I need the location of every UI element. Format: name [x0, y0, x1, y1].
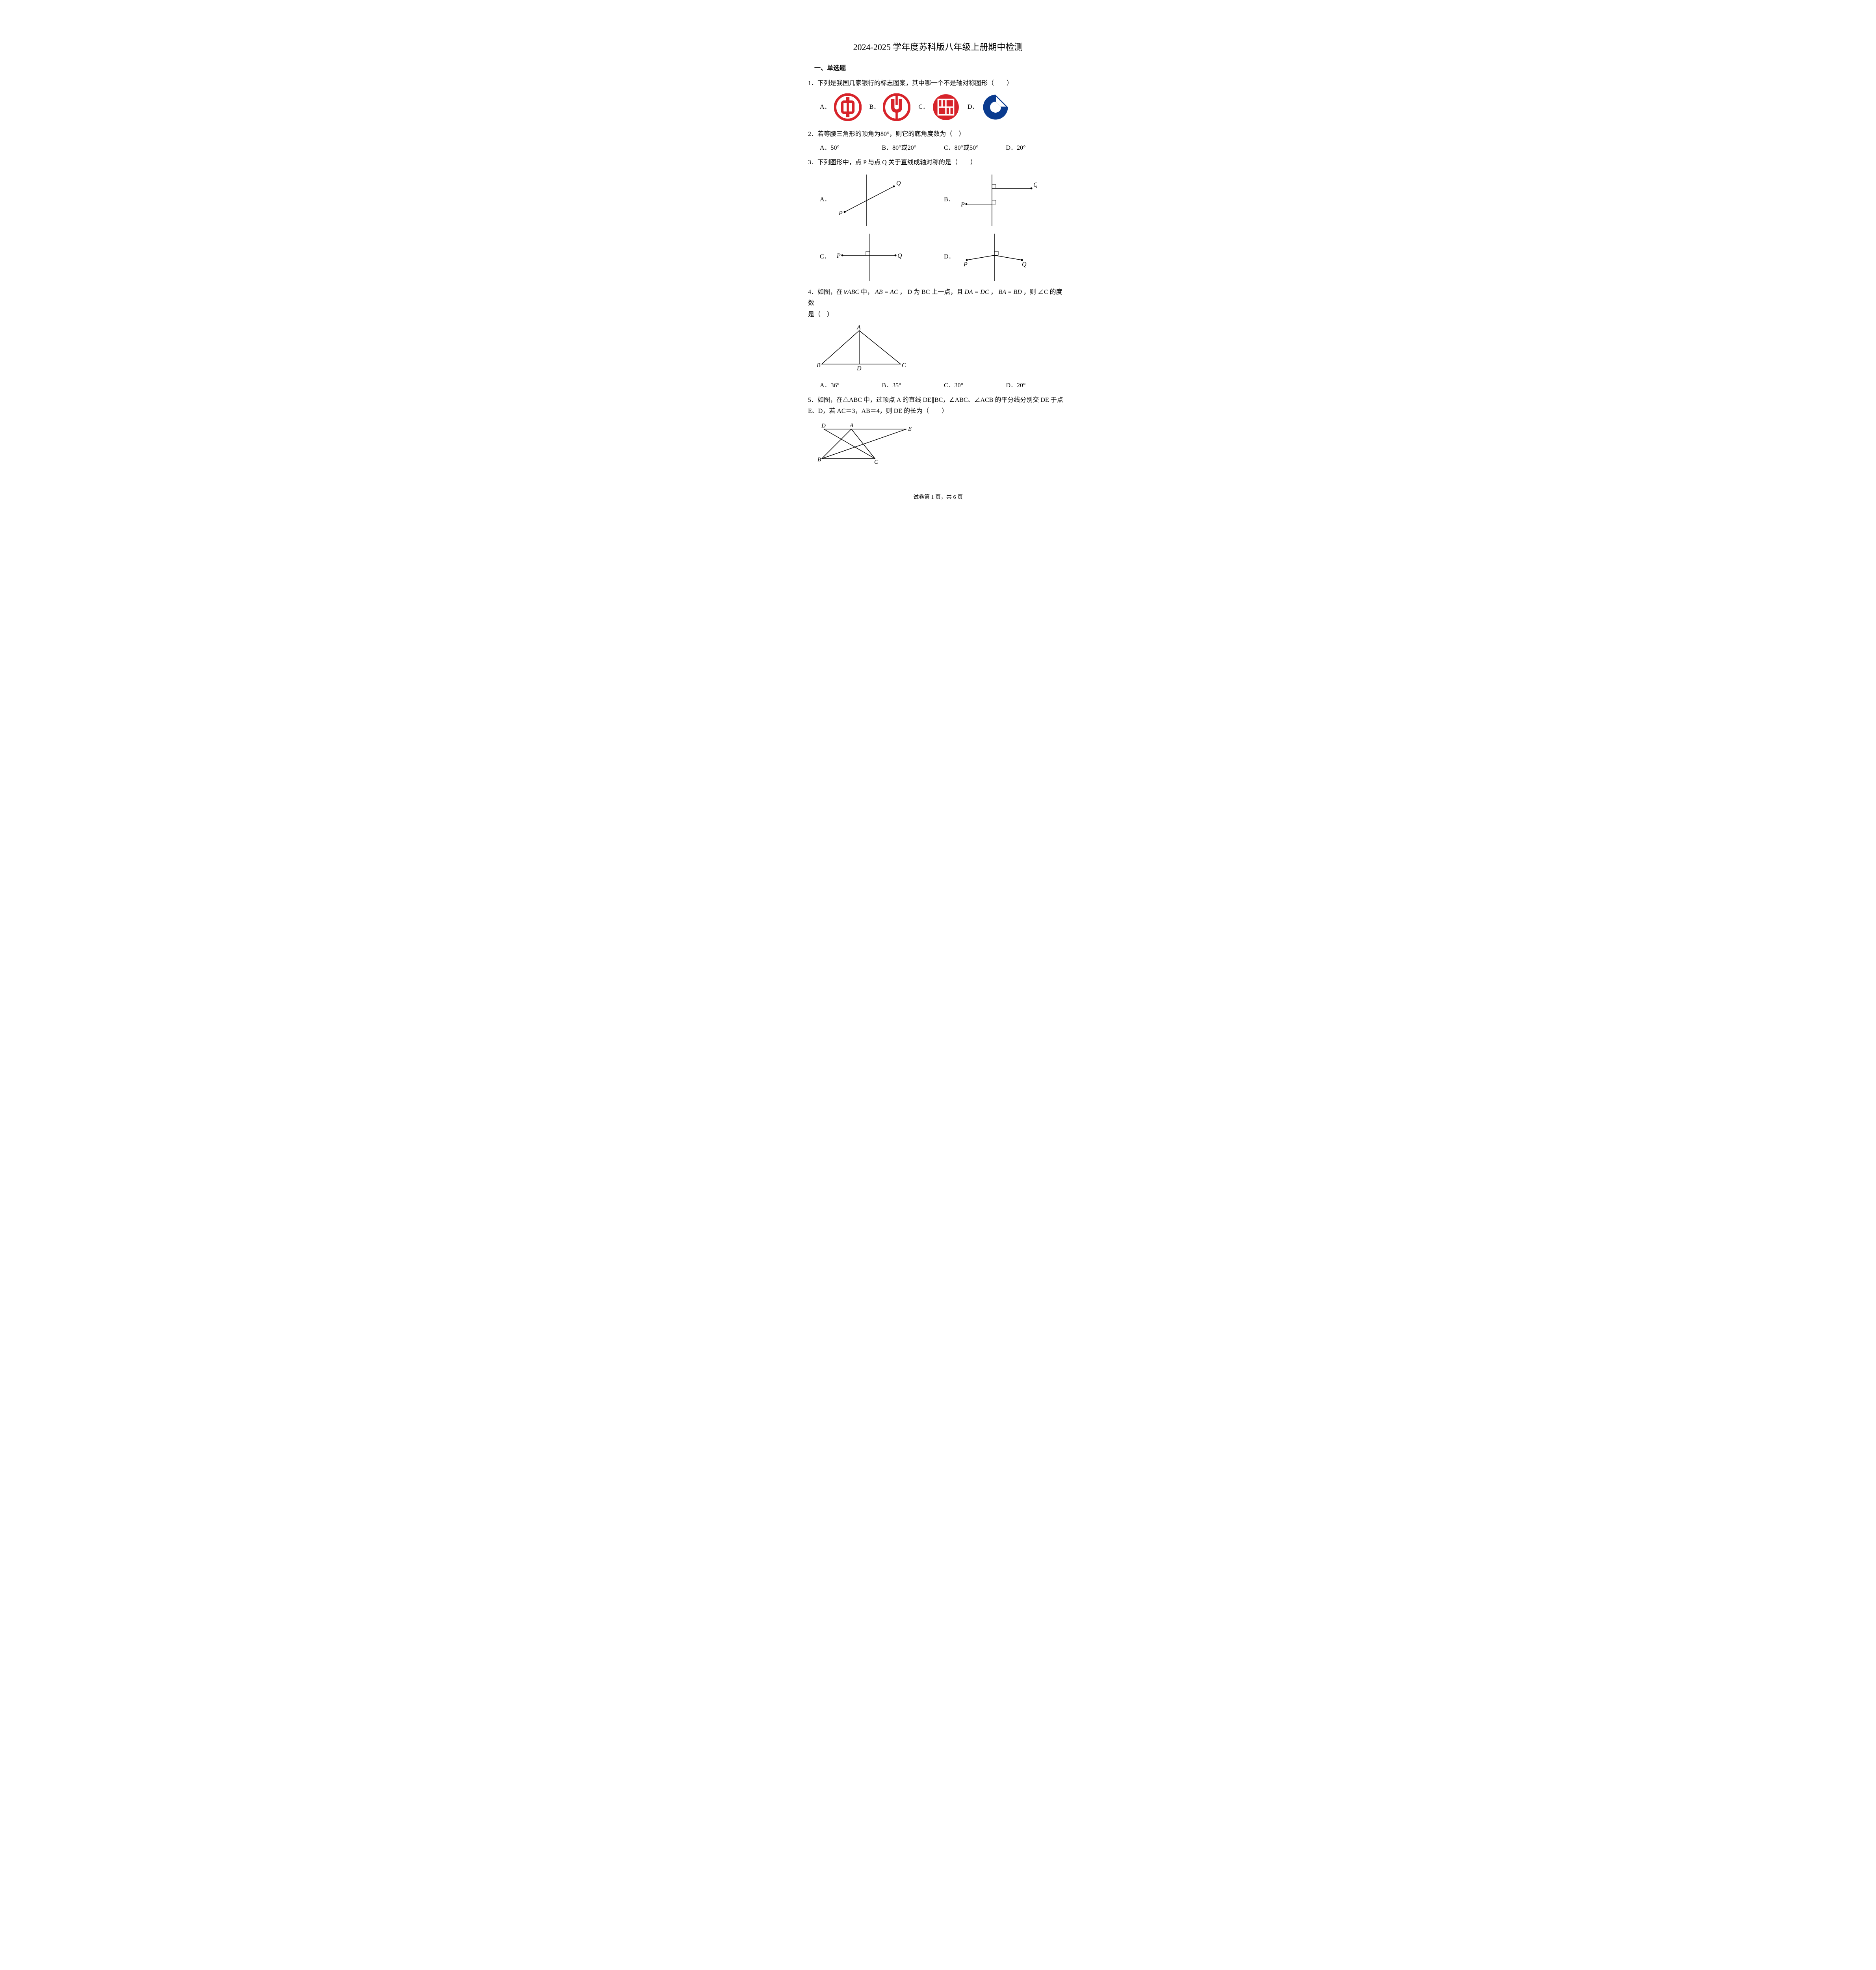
q1-option-a: A． — [820, 93, 862, 121]
q1-a-label: A． — [820, 102, 831, 113]
q4-m1: 中， — [859, 289, 875, 296]
q4-tri: ∨ABC — [843, 289, 859, 296]
q3-diagram-c-icon: P Q — [834, 232, 905, 283]
svg-text:E: E — [908, 426, 912, 432]
q4-options: A．36° B．35° C．30° D．20° — [820, 380, 1068, 392]
bank-logo-a-icon — [834, 93, 862, 121]
svg-text:P: P — [963, 261, 968, 268]
q1-text: 1．下列是我国几家银行的标志图案，其中哪一个不是轴对称图形（ ） — [808, 78, 1068, 89]
svg-text:D: D — [856, 365, 862, 372]
q4-diagram-container: A B C D — [816, 325, 1068, 376]
question-4: 4．如图，在∨ABC 中， AB = AC ， D 为 BC 上一点，且 DA … — [808, 287, 1068, 392]
svg-text:C: C — [874, 459, 879, 465]
question-1: 1．下列是我国几家银行的标志图案，其中哪一个不是轴对称图形（ ） A． B． — [808, 78, 1068, 121]
q3-option-b: B． P Q — [944, 173, 1068, 228]
q5-text1: 5．如图，在△ABC 中，过顶点 A 的直线 DE∥BC，∠ABC、∠ACB 的… — [808, 395, 1068, 406]
svg-text:A: A — [849, 422, 854, 429]
q3-diagram-b-icon: P Q — [958, 173, 1037, 228]
svg-text:P: P — [836, 253, 841, 259]
svg-text:C: C — [902, 362, 906, 369]
svg-text:B: B — [817, 457, 821, 463]
q1-c-label: C． — [918, 102, 929, 113]
q2-a: A．50° — [820, 143, 882, 154]
q2-b: B．80°或20° — [882, 143, 944, 154]
question-5: 5．如图，在△ABC 中，过顶点 A 的直线 DE∥BC，∠ABC、∠ACB 的… — [808, 395, 1068, 469]
q3-option-d: D． P Q — [944, 232, 1068, 283]
q3-d-label: D． — [944, 251, 955, 263]
q2-c: C．80°或50° — [944, 143, 1006, 154]
q4-text-line2: 是（ ） — [808, 309, 1068, 321]
bank-logo-d-icon — [982, 93, 1009, 121]
page-container: 2024-2025 学年度苏科版八年级上册期中检测 一、单选题 1．下列是我国几… — [784, 0, 1092, 518]
svg-text:B: B — [817, 362, 821, 369]
q3-diagram-a-icon: P Q — [835, 173, 906, 228]
q3-c-label: C． — [820, 251, 830, 263]
svg-text:Q: Q — [1033, 182, 1037, 188]
section-header: 一、单选题 — [808, 63, 1068, 74]
q4-eq3: BA = BD — [998, 289, 1022, 296]
q4-text-line1: 4．如图，在∨ABC 中， AB = AC ， D 为 BC 上一点，且 DA … — [808, 287, 1068, 310]
q4-c: C．30° — [944, 380, 1006, 392]
question-2: 2．若等腰三角形的顶角为80°，则它的底角度数为（ ） A．50° B．80°或… — [808, 129, 1068, 154]
q2-d: D．20° — [1006, 143, 1068, 154]
question-3: 3．下列图形中，点 P 与点 Q 关于直线成轴对称的是（ ） A． P Q B． — [808, 157, 1068, 283]
q3-option-c: C． P Q — [820, 232, 944, 283]
q1-d-label: D． — [968, 102, 979, 113]
q5-text2: E、D，若 AC＝3，AB＝4，则 DE 的长为（ ） — [808, 406, 1068, 417]
svg-text:A: A — [856, 325, 861, 331]
q1-option-b: B． — [869, 93, 911, 121]
q1-b-label: B． — [869, 102, 880, 113]
q3-text: 3．下列图形中，点 P 与点 Q 关于直线成轴对称的是（ ） — [808, 157, 1068, 169]
svg-text:P: P — [960, 201, 965, 208]
q4-m2: ， D 为 BC 上一点，且 — [898, 289, 964, 296]
svg-text:Q: Q — [1022, 261, 1027, 268]
q1-options: A． B． C． — [820, 93, 1068, 121]
q3-option-a: A． P Q — [820, 173, 944, 228]
q2-text: 2．若等腰三角形的顶角为80°，则它的底角度数为（ ） — [808, 129, 1068, 140]
q1-option-c: C． — [918, 93, 960, 121]
q4-b: B．35° — [882, 380, 944, 392]
q2-options: A．50° B．80°或20° C．80°或50° D．20° — [820, 143, 1068, 154]
q4-eq2: DA = DC — [964, 289, 989, 296]
q5-diagram-icon: D A E B C — [816, 421, 914, 465]
q4-a: A．36° — [820, 380, 882, 392]
q3-b-label: B． — [944, 194, 955, 206]
q3-row1: A． P Q B． — [820, 173, 1068, 228]
page-footer: 试卷第 1 页，共 6 页 — [808, 492, 1068, 502]
q4-triangle-icon: A B C D — [816, 325, 906, 372]
q4-d: D．20° — [1006, 380, 1068, 392]
q3-a-label: A． — [820, 194, 831, 206]
q5-diagram-container: D A E B C — [816, 421, 1068, 469]
bank-logo-c-icon — [932, 93, 960, 121]
q3-row2: C． P Q D． — [820, 232, 1068, 283]
bank-logo-b-icon — [883, 93, 910, 121]
svg-text:D: D — [821, 423, 826, 429]
q4-eq1: AB = AC — [875, 289, 898, 296]
svg-text:Q: Q — [896, 180, 901, 187]
svg-text:P: P — [838, 210, 843, 217]
q4-t1: 4．如图，在 — [808, 289, 843, 296]
svg-text:Q: Q — [897, 253, 902, 259]
q4-m3: ， — [989, 289, 998, 296]
exam-title: 2024-2025 学年度苏科版八年级上册期中检测 — [808, 39, 1068, 55]
q3-diagram-d-icon: P Q — [959, 232, 1030, 283]
q1-option-d: D． — [968, 93, 1009, 121]
